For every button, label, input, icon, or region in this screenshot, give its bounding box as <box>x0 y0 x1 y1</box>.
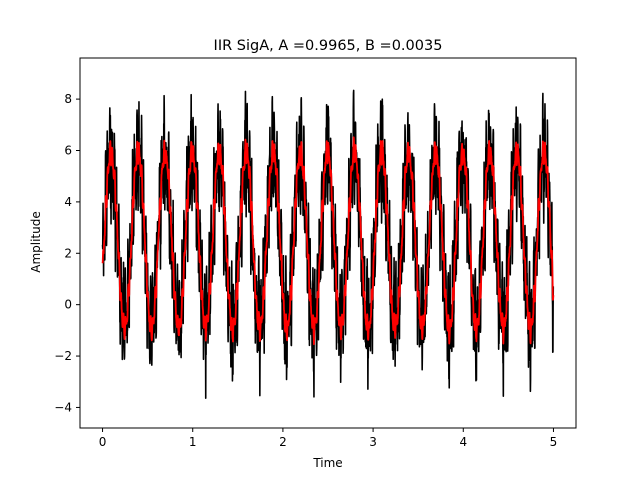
y-tick-label: 6 <box>64 144 72 158</box>
y-tick-label: 0 <box>64 298 72 312</box>
y-tick-label: 8 <box>64 92 72 106</box>
raw-signal-line <box>101 89 555 399</box>
plot-frame <box>79 57 577 429</box>
y-tick-label: −4 <box>54 400 72 414</box>
chart-title: IIR SigA, A =0.9965, B =0.0035 <box>214 38 443 54</box>
x-tick-label: 2 <box>279 435 287 449</box>
filtered-signal-line <box>101 136 555 346</box>
x-tick-label: 3 <box>369 435 377 449</box>
y-axis-ticks: −4 −2 0 2 4 6 8 <box>54 92 80 414</box>
x-axis-ticks: 0 1 2 3 4 5 <box>99 428 558 449</box>
x-axis-label: Time <box>312 456 342 470</box>
x-tick-label: 0 <box>99 435 107 449</box>
x-tick-label: 4 <box>459 435 467 449</box>
y-axis-label: Amplitude <box>29 211 43 273</box>
x-tick-label: 5 <box>550 435 558 449</box>
y-tick-label: 4 <box>64 195 72 209</box>
y-tick-label: −2 <box>54 349 72 363</box>
x-tick-label: 1 <box>189 435 197 449</box>
y-tick-label: 2 <box>64 246 72 260</box>
plot-area <box>101 89 555 399</box>
